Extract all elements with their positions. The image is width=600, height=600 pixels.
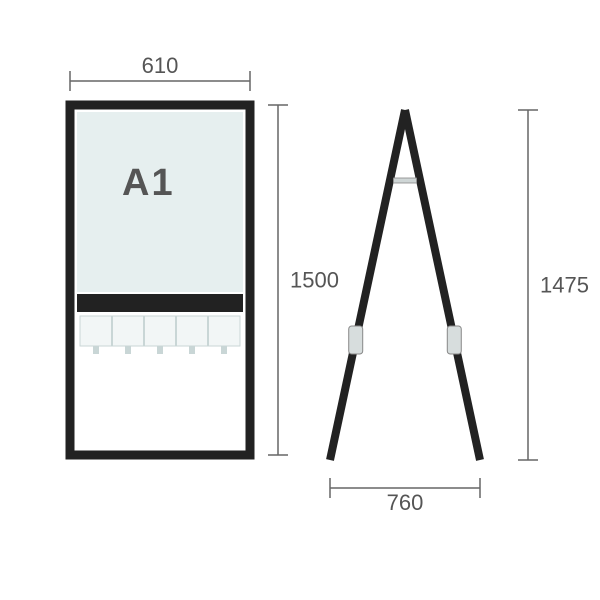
dimension-value: 760 bbox=[387, 490, 424, 515]
catalog-tab bbox=[157, 346, 163, 354]
side-hinge bbox=[447, 326, 461, 354]
dimension-vertical: 1500 bbox=[268, 105, 339, 455]
side-leg-right bbox=[401, 109, 484, 461]
dimension-horizontal: 760 bbox=[330, 478, 480, 515]
dimension-value: 1475 bbox=[540, 273, 589, 298]
side-hinge bbox=[349, 326, 363, 354]
panel-size-label: A1 bbox=[122, 162, 175, 204]
technical-drawing: A1 610 1500 760 1475 bbox=[0, 0, 600, 600]
side-crossbar bbox=[393, 178, 416, 183]
separator-bar bbox=[77, 294, 243, 312]
dimension-value: 1500 bbox=[290, 268, 339, 293]
catalog-tab bbox=[93, 346, 99, 354]
catalog-tab bbox=[189, 346, 195, 354]
catalog-tab bbox=[221, 346, 227, 354]
dimension-value: 610 bbox=[142, 53, 179, 78]
catalog-tab bbox=[125, 346, 131, 354]
dimension-horizontal: 610 bbox=[70, 53, 250, 91]
dimension-vertical: 1475 bbox=[518, 110, 589, 460]
catalog-pocket bbox=[80, 316, 240, 346]
